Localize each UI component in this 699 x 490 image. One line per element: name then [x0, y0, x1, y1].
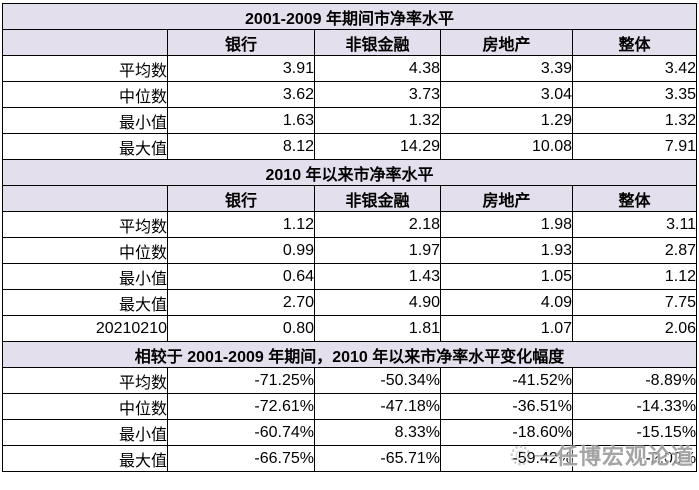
row-label: 最大值 — [2, 289, 168, 316]
value-cell: 2.06 — [571, 315, 698, 342]
column-header-bank: 银行 — [167, 29, 315, 56]
value-cell: -60.74% — [167, 419, 315, 446]
table-row: 20210210 0.80 1.81 1.07 2.06 — [2, 315, 698, 342]
column-header-overall: 整体 — [571, 185, 698, 212]
table-row: 中位数 3.62 3.73 3.04 3.35 — [2, 81, 698, 108]
value-cell: 1.97 — [314, 237, 441, 264]
value-cell: 3.42 — [571, 55, 698, 82]
row-label: 平均数 — [2, 367, 168, 394]
table-row: 最小值 -60.74% 8.33% -18.60% -15.15% — [2, 419, 698, 446]
section-title: 2010 年以来市净率水平 — [1, 159, 698, 186]
value-cell: -59.42% — [440, 445, 573, 472]
section-title: 2001-2009 年期间市净率水平 — [1, 3, 698, 30]
table-row: 最大值 2.70 4.90 4.09 7.75 — [2, 289, 698, 316]
value-cell: 4.90 — [314, 289, 441, 316]
table-row: 最小值 0.64 1.43 1.05 1.12 — [2, 263, 698, 290]
column-header-row: 银行 非银金融 房地产 整体 — [2, 185, 698, 212]
value-cell: -36.51% — [440, 393, 573, 420]
value-cell: 3.73 — [314, 81, 441, 108]
value-cell: 7.75 — [571, 289, 698, 316]
table-container: 2001-2009 年期间市净率水平 银行 非银金融 房地产 整体 平均数 3.… — [1, 3, 698, 472]
row-label-date: 20210210 — [2, 315, 168, 342]
value-cell: -8.89% — [571, 367, 698, 394]
row-label: 最大值 — [2, 445, 168, 472]
value-cell: -50.34% — [314, 367, 441, 394]
section-title-row: 2010 年以来市净率水平 — [1, 159, 698, 186]
value-cell: -72.61% — [167, 393, 315, 420]
column-header-nonbank-financial: 非银金融 — [314, 29, 441, 56]
table-row: 中位数 -72.61% -47.18% -36.51% -14.33% — [2, 393, 698, 420]
value-cell: 1.93 — [440, 237, 573, 264]
value-cell: 1.12 — [571, 263, 698, 290]
value-cell: -14.33% — [571, 393, 698, 420]
value-cell: 3.39 — [440, 55, 573, 82]
value-cell: 2.18 — [314, 211, 441, 238]
value-cell: -47.18% — [314, 393, 441, 420]
value-cell: 1.05 — [440, 263, 573, 290]
value-cell: -15.15% — [571, 419, 698, 446]
value-cell: 3.62 — [167, 81, 315, 108]
value-cell: 3.91 — [167, 55, 315, 82]
value-cell: 2.87 — [571, 237, 698, 264]
value-cell: -71.25% — [167, 367, 315, 394]
table-row: 最小值 1.63 1.32 1.29 1.32 — [2, 107, 698, 134]
section-title-row: 相较于 2001-2009 年期间，2010 年以来市净率水平变化幅度 — [1, 341, 698, 368]
value-cell: 1.32 — [314, 107, 441, 134]
value-cell: 0.64 — [167, 263, 315, 290]
value-cell: 1.63 — [167, 107, 315, 134]
value-cell: -65.71% — [314, 445, 441, 472]
column-header-nonbank-financial: 非银金融 — [314, 185, 441, 212]
column-header-empty — [2, 185, 168, 212]
value-cell: 4.09 — [440, 289, 573, 316]
value-cell: 3.11 — [571, 211, 698, 238]
value-cell: 1.43 — [314, 263, 441, 290]
value-cell: 14.29 — [314, 133, 441, 160]
row-label: 平均数 — [2, 55, 168, 82]
row-label: 最大值 — [2, 133, 168, 160]
row-label: 最小值 — [2, 107, 168, 134]
table-row: 平均数 -71.25% -50.34% -41.52% -8.89% — [2, 367, 698, 394]
row-label: 中位数 — [2, 237, 168, 264]
value-cell: 8.12 — [167, 133, 315, 160]
value-cell: 1.29 — [440, 107, 573, 134]
value-cell: 1.12 — [167, 211, 315, 238]
value-cell: 4.38 — [314, 55, 441, 82]
value-cell: 2.70 — [167, 289, 315, 316]
value-cell: 1.98 — [440, 211, 573, 238]
value-cell: 1.07 — [440, 315, 573, 342]
column-header-empty — [2, 29, 168, 56]
column-header-bank: 银行 — [167, 185, 315, 212]
value-cell: 7.91 — [571, 133, 698, 160]
row-label: 平均数 — [2, 211, 168, 238]
table-row: 最大值 -66.75% -65.71% -59.42% -2.02% — [2, 445, 698, 472]
row-label: 最小值 — [2, 263, 168, 290]
table-row: 最大值 8.12 14.29 10.08 7.91 — [2, 133, 698, 160]
section-title: 相较于 2001-2009 年期间，2010 年以来市净率水平变化幅度 — [1, 341, 698, 368]
table-row: 平均数 3.91 4.38 3.39 3.42 — [2, 55, 698, 82]
column-header-real-estate: 房地产 — [440, 29, 573, 56]
table-row: 中位数 0.99 1.97 1.93 2.87 — [2, 237, 698, 264]
value-cell: 1.32 — [571, 107, 698, 134]
value-cell: 8.33% — [314, 419, 441, 446]
value-cell: 3.35 — [571, 81, 698, 108]
value-cell: 1.81 — [314, 315, 441, 342]
column-header-overall: 整体 — [571, 29, 698, 56]
row-label: 中位数 — [2, 81, 168, 108]
column-header-real-estate: 房地产 — [440, 185, 573, 212]
table-row: 平均数 1.12 2.18 1.98 3.11 — [2, 211, 698, 238]
column-header-row: 银行 非银金融 房地产 整体 — [2, 29, 698, 56]
value-cell: 0.80 — [167, 315, 315, 342]
value-cell: -2.02% — [571, 445, 698, 472]
value-cell: 3.04 — [440, 81, 573, 108]
value-cell: -41.52% — [440, 367, 573, 394]
value-cell: 10.08 — [440, 133, 573, 160]
row-label: 中位数 — [2, 393, 168, 420]
value-cell: -18.60% — [440, 419, 573, 446]
row-label: 最小值 — [2, 419, 168, 446]
section-title-row: 2001-2009 年期间市净率水平 — [1, 3, 698, 30]
pb-ratio-table: 2001-2009 年期间市净率水平 银行 非银金融 房地产 整体 平均数 3.… — [1, 3, 698, 472]
value-cell: 0.99 — [167, 237, 315, 264]
value-cell: -66.75% — [167, 445, 315, 472]
